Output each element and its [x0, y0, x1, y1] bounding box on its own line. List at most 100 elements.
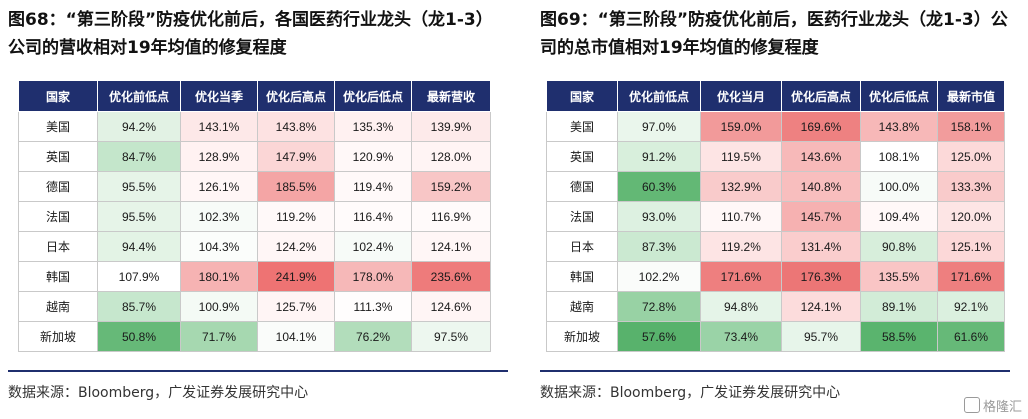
table-row: 德国 95.5% 126.1% 185.5% 119.4% 159.2%: [18, 171, 491, 202]
value-cell: 131.4%: [781, 231, 861, 262]
value-cell: 71.7%: [180, 321, 258, 352]
value-cell: 124.2%: [257, 231, 335, 262]
country-cell: 越南: [546, 291, 618, 322]
left-table-header-row: 国家 优化前低点 优化当季 优化后高点 优化后低点 最新营收: [18, 80, 491, 112]
value-cell: 102.2%: [617, 261, 701, 292]
value-cell: 178.0%: [334, 261, 412, 292]
value-cell: 97.0%: [617, 111, 701, 142]
value-cell: 119.5%: [700, 141, 782, 172]
value-cell: 125.1%: [937, 231, 1005, 262]
country-cell: 英国: [18, 141, 98, 172]
value-cell: 76.2%: [334, 321, 412, 352]
value-cell: 108.1%: [860, 141, 938, 172]
table-row: 美国 97.0% 159.0% 169.6% 143.8% 158.1%: [546, 111, 1005, 142]
right-header-cell: 最新市值: [937, 80, 1005, 112]
left-source: 数据来源：Bloomberg，广发证券发展研究中心: [8, 385, 309, 401]
value-cell: 119.4%: [334, 171, 412, 202]
value-cell: 125.0%: [937, 141, 1005, 172]
right-header-cell: 国家: [546, 80, 618, 112]
left-figure: 图68：“第三阶段”防疫优化前后，各国医药行业龙头（龙1-3）公司的营收相对19…: [8, 0, 508, 401]
value-cell: 159.2%: [411, 171, 491, 202]
table-row: 英国 84.7% 128.9% 147.9% 120.9% 128.0%: [18, 141, 491, 172]
value-cell: 95.5%: [97, 201, 181, 232]
country-cell: 美国: [18, 111, 98, 142]
value-cell: 94.4%: [97, 231, 181, 262]
right-table-header-row: 国家 优化前低点 优化当月 优化后高点 优化后低点 最新市值: [546, 80, 1005, 112]
value-cell: 159.0%: [700, 111, 782, 142]
left-table-wrap: 国家 优化前低点 优化当季 优化后高点 优化后低点 最新营收 美国 94.2% 14…: [18, 80, 508, 352]
left-header-cell: 最新营收: [411, 80, 491, 112]
value-cell: 120.0%: [937, 201, 1005, 232]
table-row: 韩国 107.9% 180.1% 241.9% 178.0% 235.6%: [18, 261, 491, 292]
table-row: 新加坡 50.8% 71.7% 104.1% 76.2% 97.5%: [18, 321, 491, 352]
country-cell: 越南: [18, 291, 98, 322]
value-cell: 132.9%: [700, 171, 782, 202]
value-cell: 94.2%: [97, 111, 181, 142]
right-header-cell: 优化前低点: [617, 80, 701, 112]
table-row: 法国 93.0% 110.7% 145.7% 109.4% 120.0%: [546, 201, 1005, 232]
value-cell: 241.9%: [257, 261, 335, 292]
right-header-cell: 优化后低点: [860, 80, 938, 112]
country-cell: 英国: [546, 141, 618, 172]
value-cell: 169.6%: [781, 111, 861, 142]
country-cell: 日本: [546, 231, 618, 262]
table-row: 越南 85.7% 100.9% 125.7% 111.3% 124.6%: [18, 291, 491, 322]
value-cell: 111.3%: [334, 291, 412, 322]
country-cell: 韩国: [18, 261, 98, 292]
value-cell: 95.7%: [781, 321, 861, 352]
value-cell: 102.3%: [180, 201, 258, 232]
table-row: 新加坡 57.6% 73.4% 95.7% 58.5% 61.6%: [546, 321, 1005, 352]
table-row: 日本 87.3% 119.2% 131.4% 90.8% 125.1%: [546, 231, 1005, 262]
country-cell: 新加坡: [18, 321, 98, 352]
value-cell: 143.8%: [860, 111, 938, 142]
country-cell: 日本: [18, 231, 98, 262]
table-row: 越南 72.8% 94.8% 124.1% 89.1% 92.1%: [546, 291, 1005, 322]
country-cell: 德国: [18, 171, 98, 202]
value-cell: 125.7%: [257, 291, 335, 322]
value-cell: 110.7%: [700, 201, 782, 232]
value-cell: 120.9%: [334, 141, 412, 172]
value-cell: 72.8%: [617, 291, 701, 322]
table-row: 美国 94.2% 143.1% 143.8% 135.3% 139.9%: [18, 111, 491, 142]
value-cell: 135.3%: [334, 111, 412, 142]
value-cell: 126.1%: [180, 171, 258, 202]
value-cell: 61.6%: [937, 321, 1005, 352]
right-table-wrap: 国家 优化前低点 优化当月 优化后高点 优化后低点 最新市值 美国 97.0% 15…: [546, 80, 1020, 352]
value-cell: 140.8%: [781, 171, 861, 202]
value-cell: 85.7%: [97, 291, 181, 322]
value-cell: 235.6%: [411, 261, 491, 292]
right-source: 数据来源：Bloomberg，广发证券发展研究中心: [540, 385, 841, 401]
left-table: 国家 优化前低点 优化当季 优化后高点 优化后低点 最新营收 美国 94.2% 14…: [18, 80, 491, 352]
value-cell: 171.6%: [937, 261, 1005, 292]
right-figure: 图69：“第三阶段”防疫优化前后，医药行业龙头（龙1-3）公司的总市值相对19年…: [540, 0, 1020, 401]
value-cell: 102.4%: [334, 231, 412, 262]
value-cell: 119.2%: [257, 201, 335, 232]
value-cell: 84.7%: [97, 141, 181, 172]
value-cell: 109.4%: [860, 201, 938, 232]
left-figure-title: 图68：“第三阶段”防疫优化前后，各国医药行业龙头（龙1-3）公司的营收相对19…: [8, 10, 493, 58]
value-cell: 143.6%: [781, 141, 861, 172]
value-cell: 116.9%: [411, 201, 491, 232]
value-cell: 92.1%: [937, 291, 1005, 322]
value-cell: 107.9%: [97, 261, 181, 292]
value-cell: 145.7%: [781, 201, 861, 232]
value-cell: 100.0%: [860, 171, 938, 202]
table-row: 英国 91.2% 119.5% 143.6% 108.1% 125.0%: [546, 141, 1005, 172]
value-cell: 124.1%: [781, 291, 861, 322]
value-cell: 119.2%: [700, 231, 782, 262]
table-row: 德国 60.3% 132.9% 140.8% 100.0% 133.3%: [546, 171, 1005, 202]
value-cell: 73.4%: [700, 321, 782, 352]
table-row: 法国 95.5% 102.3% 119.2% 116.4% 116.9%: [18, 201, 491, 232]
value-cell: 87.3%: [617, 231, 701, 262]
value-cell: 171.6%: [700, 261, 782, 292]
watermark: 格隆汇: [963, 396, 1022, 415]
right-table: 国家 优化前低点 优化当月 优化后高点 优化后低点 最新市值 美国 97.0% 15…: [546, 80, 1005, 352]
value-cell: 94.8%: [700, 291, 782, 322]
value-cell: 143.1%: [180, 111, 258, 142]
left-header-cell: 优化当季: [180, 80, 258, 112]
value-cell: 90.8%: [860, 231, 938, 262]
left-header-cell: 优化后高点: [257, 80, 335, 112]
value-cell: 185.5%: [257, 171, 335, 202]
value-cell: 91.2%: [617, 141, 701, 172]
value-cell: 89.1%: [860, 291, 938, 322]
